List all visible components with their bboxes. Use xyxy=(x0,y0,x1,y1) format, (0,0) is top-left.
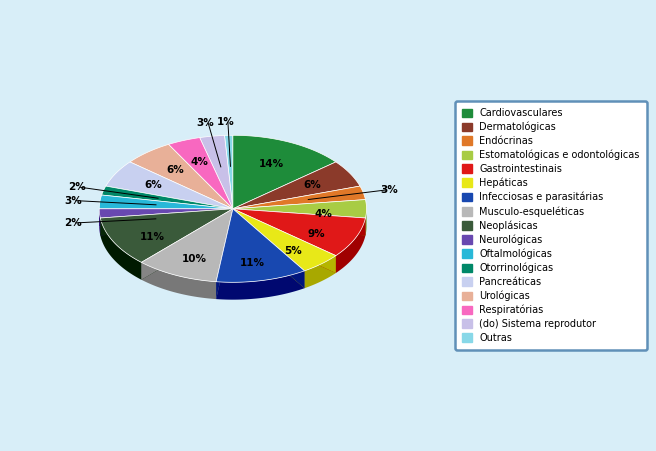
Polygon shape xyxy=(233,209,336,273)
Polygon shape xyxy=(100,209,233,235)
Text: 2%: 2% xyxy=(64,218,82,228)
Text: 6%: 6% xyxy=(144,179,162,190)
Text: 4%: 4% xyxy=(190,157,209,167)
Text: 3%: 3% xyxy=(64,196,82,206)
Text: 4%: 4% xyxy=(315,209,333,219)
Text: 11%: 11% xyxy=(140,232,165,242)
Polygon shape xyxy=(233,209,304,288)
Polygon shape xyxy=(142,209,233,280)
Polygon shape xyxy=(233,135,336,209)
Polygon shape xyxy=(130,144,233,209)
Text: 6%: 6% xyxy=(304,179,321,190)
Polygon shape xyxy=(233,200,367,218)
Polygon shape xyxy=(142,209,233,282)
Text: 3%: 3% xyxy=(197,118,215,128)
Polygon shape xyxy=(233,209,304,288)
Polygon shape xyxy=(233,186,365,209)
Text: 11%: 11% xyxy=(240,258,265,268)
Polygon shape xyxy=(100,218,142,280)
Polygon shape xyxy=(99,209,233,218)
Polygon shape xyxy=(106,162,233,209)
Text: 6%: 6% xyxy=(166,165,184,175)
Polygon shape xyxy=(100,209,233,262)
Legend: Cardiovasculares, Dermatológicas, Endócrinas, Estomatológicas e odontológicas, G: Cardiovasculares, Dermatológicas, Endócr… xyxy=(455,101,647,350)
Polygon shape xyxy=(365,209,367,235)
Polygon shape xyxy=(142,262,216,299)
Polygon shape xyxy=(102,186,233,209)
Polygon shape xyxy=(233,162,360,209)
Text: 5%: 5% xyxy=(284,247,302,257)
Text: 14%: 14% xyxy=(259,159,284,169)
Polygon shape xyxy=(216,209,233,299)
Polygon shape xyxy=(304,256,336,288)
Polygon shape xyxy=(233,209,336,273)
Text: 1%: 1% xyxy=(216,117,234,127)
Polygon shape xyxy=(99,209,233,226)
Text: 9%: 9% xyxy=(308,229,325,239)
Polygon shape xyxy=(216,271,304,299)
Polygon shape xyxy=(233,209,365,256)
Polygon shape xyxy=(99,195,233,209)
Polygon shape xyxy=(142,209,233,280)
Polygon shape xyxy=(99,209,100,235)
Polygon shape xyxy=(216,209,233,299)
Text: 10%: 10% xyxy=(182,254,207,264)
Polygon shape xyxy=(233,209,336,271)
Text: 2%: 2% xyxy=(69,182,87,192)
Polygon shape xyxy=(100,209,233,235)
Polygon shape xyxy=(199,135,233,209)
Polygon shape xyxy=(224,135,233,209)
Polygon shape xyxy=(169,138,233,209)
Polygon shape xyxy=(233,209,365,235)
Polygon shape xyxy=(216,209,304,282)
Text: 3%: 3% xyxy=(380,185,398,195)
Polygon shape xyxy=(336,218,365,273)
Polygon shape xyxy=(233,209,365,235)
Polygon shape xyxy=(99,209,233,226)
